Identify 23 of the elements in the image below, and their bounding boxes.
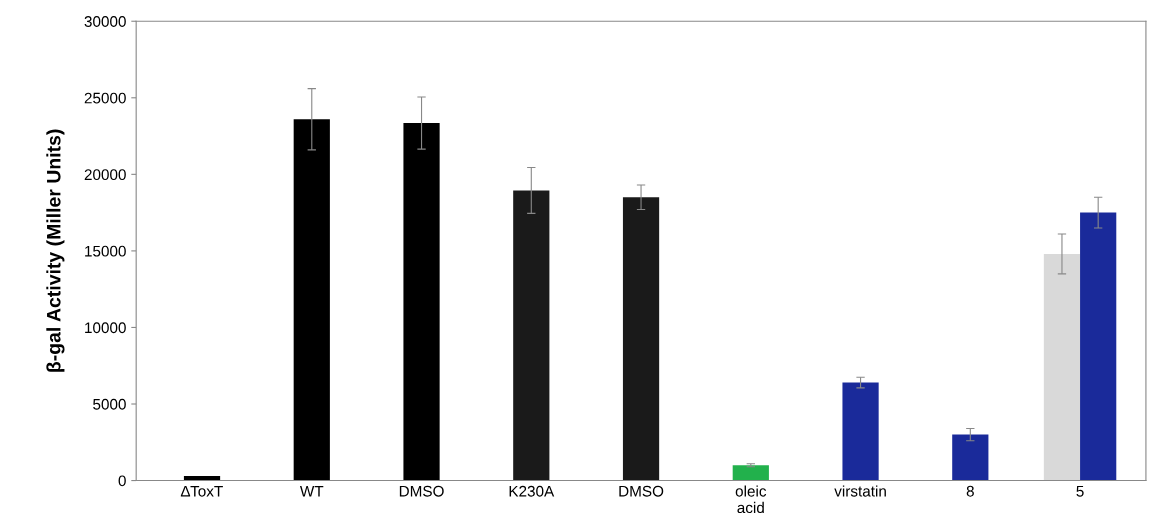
x-tick-label: 8	[966, 485, 974, 497]
y-tick-label: 15000	[85, 245, 126, 257]
x-tick-label: 5	[1076, 485, 1084, 497]
y-axis-title: β-gal Activity (Miller Units)	[46, 129, 65, 372]
y-tick-label: 10000	[85, 322, 126, 334]
x-tick-label: ∆ToxT	[180, 485, 223, 497]
y-tick-label: 0	[118, 475, 126, 487]
x-tick-label: K230A	[509, 485, 555, 497]
bar	[403, 123, 440, 481]
y-tick-label: 5000	[93, 398, 126, 410]
y-tick-label: 30000	[84, 16, 126, 27]
x-tick-label: oleic acid	[735, 485, 767, 514]
x-tick-label: DMSO	[399, 485, 444, 497]
bar	[293, 119, 330, 481]
x-tick-label: DMSO	[619, 485, 664, 497]
bar	[732, 465, 769, 481]
y-tick-label: 20000	[84, 169, 126, 181]
bar	[513, 190, 550, 481]
bar	[622, 197, 660, 481]
y-tick-label: 25000	[84, 92, 126, 104]
x-tick-label: WT	[299, 485, 324, 497]
bar	[1080, 212, 1117, 481]
x-tick-label: virstatin	[834, 485, 886, 497]
